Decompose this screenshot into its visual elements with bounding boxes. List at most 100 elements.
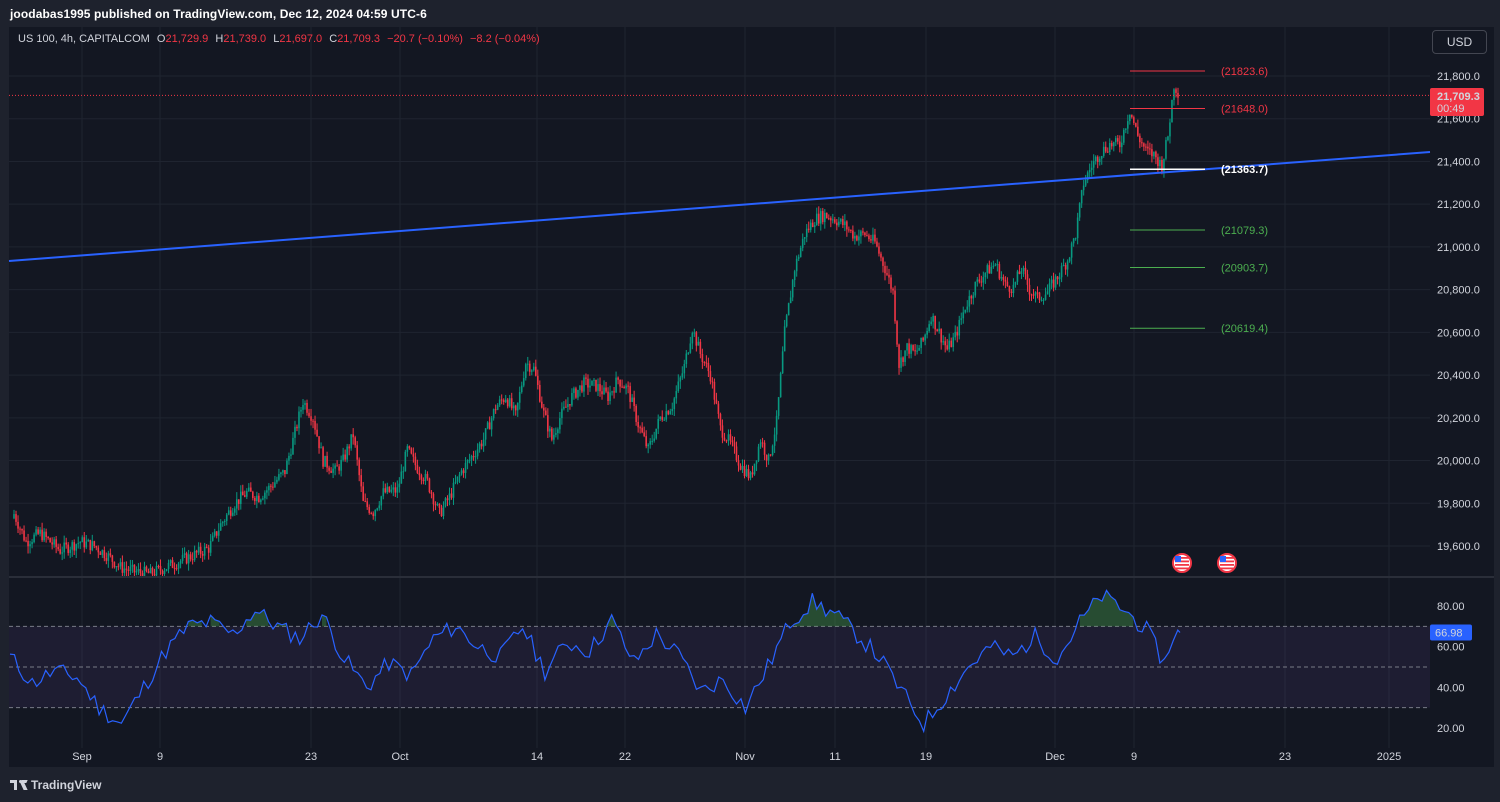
candle-body — [31, 542, 33, 545]
candle-body — [432, 493, 435, 505]
candle-body — [1114, 138, 1117, 143]
candle-body — [988, 265, 991, 274]
candle-body — [858, 236, 860, 241]
candle-body — [1026, 274, 1029, 285]
candle-body — [460, 470, 463, 475]
candle-body — [894, 290, 896, 322]
candle-body — [187, 554, 190, 564]
candle-body — [996, 264, 999, 266]
candle-body — [360, 475, 363, 487]
candle-body — [504, 399, 507, 402]
candle-body — [167, 562, 170, 570]
price-level-label: (20619.4) — [1221, 323, 1268, 335]
y-tick-label: 21,000.0 — [1437, 242, 1480, 254]
candle-body — [344, 454, 346, 460]
candle-body — [733, 442, 736, 447]
candle-body — [131, 564, 134, 567]
candle-body — [41, 529, 43, 541]
candle-body — [173, 567, 176, 569]
candle-body — [338, 466, 340, 471]
candle-body — [264, 492, 266, 499]
tradingview-logo-icon — [10, 780, 28, 790]
candle-body — [906, 343, 908, 351]
candle-body — [789, 297, 792, 304]
x-tick-label: 23 — [1279, 751, 1291, 763]
candle-body — [741, 465, 744, 470]
currency-button[interactable]: USD — [1432, 30, 1487, 54]
candle-body — [43, 531, 45, 541]
candle-body — [1110, 142, 1113, 147]
candle-body — [1034, 292, 1037, 296]
candle-body — [709, 371, 712, 382]
candle-body — [221, 522, 224, 524]
candle-body — [1131, 114, 1133, 118]
candle-body — [643, 432, 645, 437]
candle-body — [677, 381, 680, 392]
candle-body — [717, 403, 720, 414]
candle-body — [362, 486, 365, 501]
x-tick-label: 2025 — [1377, 751, 1401, 763]
candle-body — [753, 463, 756, 475]
candle-body — [27, 540, 29, 547]
candle-body — [866, 235, 868, 237]
candle-body — [260, 499, 262, 503]
candle-body — [1016, 271, 1019, 282]
candle-body — [597, 384, 599, 391]
candle-body — [322, 447, 324, 467]
candle-body — [438, 503, 441, 508]
candle-body — [468, 459, 471, 461]
candle-body — [1074, 238, 1077, 240]
chart-pane[interactable] — [9, 27, 1430, 767]
tradingview-logo[interactable]: TradingView — [10, 778, 101, 792]
candle-body — [382, 488, 385, 497]
candle-body — [426, 473, 429, 479]
candle-body — [89, 539, 92, 551]
candle-body — [747, 469, 750, 479]
candle-body — [964, 309, 967, 313]
candle-body — [1118, 141, 1121, 148]
candle-body — [1038, 292, 1041, 300]
candle-body — [886, 273, 888, 275]
candle-body — [659, 416, 662, 419]
price-scale[interactable] — [1430, 27, 1494, 767]
candle-body — [336, 465, 338, 467]
candle-body — [35, 529, 37, 535]
candle-body — [93, 541, 96, 547]
candle-body — [115, 566, 118, 568]
candle-body — [1121, 142, 1123, 148]
candle-body — [1080, 190, 1083, 204]
candle-body — [1044, 294, 1047, 300]
candle-body — [633, 397, 635, 407]
candle-body — [478, 443, 481, 450]
candle-body — [547, 415, 549, 432]
candle-body — [787, 303, 790, 316]
candle-body — [143, 566, 146, 576]
candle-body — [729, 434, 732, 441]
candle-body — [125, 568, 128, 570]
candle-body — [280, 472, 282, 475]
candle-body — [647, 444, 649, 447]
legend-close: C21,709.3 — [329, 33, 381, 45]
candle-body — [739, 465, 742, 470]
candle-body — [695, 332, 698, 346]
candle-body — [1108, 142, 1111, 153]
candle-body — [844, 221, 846, 226]
candle-body — [777, 397, 780, 416]
candle-body — [874, 234, 876, 242]
candle-body — [13, 514, 15, 519]
candle-body — [274, 482, 276, 488]
candle-body — [1002, 277, 1005, 280]
candle-body — [1104, 146, 1107, 152]
candle-body — [73, 542, 76, 551]
candle-body — [557, 429, 559, 434]
candle-body — [669, 411, 672, 415]
candle-body — [422, 479, 425, 482]
candle-body — [1012, 284, 1015, 293]
candle-body — [821, 211, 824, 223]
candle-body — [57, 546, 59, 550]
candle-body — [842, 219, 844, 226]
rsi-tick-label: 60.00 — [1437, 642, 1465, 654]
candle-body — [17, 521, 19, 529]
candle-body — [352, 434, 354, 438]
